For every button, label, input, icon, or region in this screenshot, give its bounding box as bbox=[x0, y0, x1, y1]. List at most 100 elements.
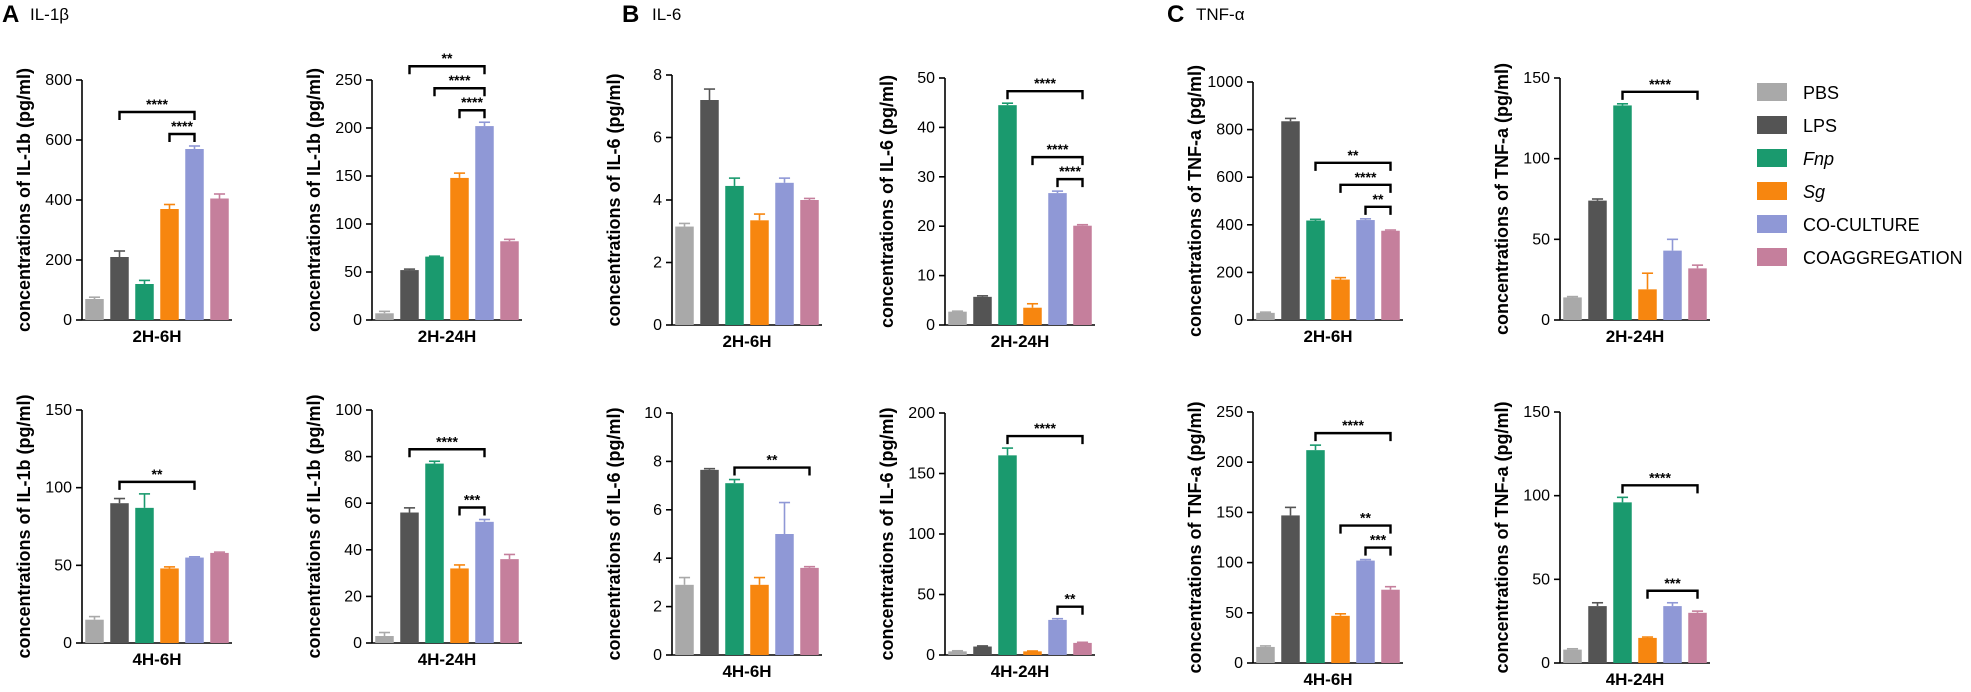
legend-item-sg: Sg bbox=[1757, 182, 1825, 202]
bar-fnp bbox=[1306, 450, 1325, 663]
significance-label: **** bbox=[146, 96, 168, 112]
significance-label: **** bbox=[1034, 420, 1056, 436]
significance-label: **** bbox=[436, 433, 458, 449]
bar-pbs bbox=[1256, 646, 1275, 663]
bar-sg bbox=[450, 568, 469, 643]
significance-label: **** bbox=[1355, 169, 1377, 185]
chart-b-4h-6h: 0 2 4 6 8 10 concentrations of IL-6 (pg/ml) 4H-… bbox=[604, 405, 822, 681]
bar-co-culture bbox=[775, 534, 794, 655]
significance-label: **** bbox=[1059, 163, 1081, 179]
y-axis-label: concentrations of IL-1b (pg/ml) bbox=[14, 68, 34, 332]
significance-bracket bbox=[1314, 161, 1392, 171]
x-axis-label: 2H-24H bbox=[991, 332, 1050, 351]
y-axis-label: concentrations of IL-1b (pg/ml) bbox=[304, 68, 324, 332]
y-axis-label: concentrations of IL-6 (pg/ml) bbox=[604, 73, 624, 326]
y-tick-label: 600 bbox=[1216, 169, 1243, 186]
bar-fnp bbox=[135, 507, 154, 643]
y-tick-label: 0 bbox=[353, 635, 362, 652]
significance-label: **** bbox=[1047, 141, 1069, 157]
bar-lps bbox=[1281, 515, 1300, 663]
y-tick-label: 200 bbox=[1216, 264, 1243, 281]
legend-item-pbs: PBS bbox=[1757, 83, 1839, 103]
significance-label: *** bbox=[1370, 532, 1387, 548]
bar-fnp bbox=[1613, 502, 1632, 663]
chart-a-2h-6h: 0 200 400 600 800 concentrations of IL-1b (pg… bbox=[14, 68, 232, 346]
bar-sg bbox=[750, 584, 769, 655]
legend-label: PBS bbox=[1803, 83, 1839, 103]
significance-bracket bbox=[1006, 434, 1084, 445]
bar-co-culture bbox=[1048, 193, 1067, 325]
bar-co-culture bbox=[1356, 560, 1375, 663]
legend-label: CO-CULTURE bbox=[1803, 215, 1920, 235]
bar-fnp bbox=[725, 185, 744, 325]
bar-fnp bbox=[425, 463, 444, 643]
bar-pbs bbox=[85, 299, 104, 320]
y-tick-label: 0 bbox=[63, 635, 72, 652]
significance-label: **** bbox=[1342, 417, 1364, 433]
y-tick-label: 200 bbox=[908, 405, 935, 422]
significance-label: ** bbox=[1348, 147, 1359, 163]
bar-sg bbox=[1638, 637, 1657, 663]
bar-sg bbox=[1023, 651, 1042, 655]
y-tick-label: 50 bbox=[344, 264, 362, 281]
bar-fnp bbox=[725, 483, 744, 655]
bar-sg bbox=[750, 220, 769, 325]
y-tick-label: 0 bbox=[63, 312, 72, 329]
bar-pbs bbox=[1563, 649, 1582, 663]
significance-bracket bbox=[1364, 546, 1392, 556]
x-axis-label: 4H-6H bbox=[132, 650, 181, 669]
y-tick-label: 10 bbox=[644, 405, 662, 422]
significance-label: **** bbox=[1034, 75, 1056, 91]
y-tick-label: 0 bbox=[1541, 312, 1550, 329]
significance-bracket bbox=[1056, 605, 1084, 615]
chart-c-2h-24h: 0 50 100 150 concentrations of TNF-a (pg/ml)… bbox=[1492, 63, 1710, 346]
bar-lps bbox=[110, 257, 129, 320]
y-tick-label: 150 bbox=[1523, 404, 1550, 421]
y-tick-label: 50 bbox=[54, 557, 72, 574]
panel-title-c: TNF-α bbox=[1196, 5, 1245, 24]
bar-sg bbox=[1331, 615, 1350, 663]
legend-swatch bbox=[1757, 149, 1787, 167]
bar-coaggregation bbox=[1381, 589, 1400, 663]
legend-item-coaggregation: COAGGREGATION bbox=[1757, 248, 1963, 268]
bar-co-culture bbox=[1663, 606, 1682, 663]
y-tick-label: 0 bbox=[926, 317, 935, 334]
y-axis-label: concentrations of IL-1b (pg/ml) bbox=[14, 394, 34, 658]
y-axis-label: concentrations of IL-6 (pg/ml) bbox=[877, 407, 897, 660]
bar-coaggregation bbox=[1073, 642, 1092, 655]
significance-bracket bbox=[408, 65, 486, 75]
bar-co-culture bbox=[1663, 250, 1682, 320]
y-tick-label: 4 bbox=[653, 192, 662, 209]
bar-coaggregation bbox=[800, 567, 819, 655]
bar-pbs bbox=[948, 311, 967, 325]
significance-bracket bbox=[1006, 89, 1084, 100]
panel-title-b: IL-6 bbox=[652, 5, 681, 24]
legend-label: Sg bbox=[1803, 182, 1825, 202]
y-tick-label: 150 bbox=[1216, 504, 1243, 521]
significance-label: ** bbox=[442, 50, 453, 66]
bar-sg bbox=[1331, 279, 1350, 320]
significance-label: ** bbox=[152, 466, 163, 482]
chart-a-4h-6h: 0 50 100 150 concentrations of IL-1b (pg/ml)… bbox=[14, 394, 232, 669]
bar-coaggregation bbox=[1688, 268, 1707, 320]
bar-pbs bbox=[948, 651, 967, 655]
y-tick-label: 0 bbox=[926, 647, 935, 664]
bar-lps bbox=[110, 503, 129, 643]
bar-pbs bbox=[1563, 297, 1582, 320]
chart-b-2h-24h: 0 10 20 30 40 50 concentrations of IL-6 (pg/ml… bbox=[877, 70, 1095, 351]
y-tick-label: 100 bbox=[1523, 488, 1550, 505]
bar-lps bbox=[973, 646, 992, 655]
legend-swatch bbox=[1757, 215, 1787, 233]
y-tick-label: 200 bbox=[45, 252, 72, 269]
y-tick-label: 50 bbox=[1225, 605, 1243, 622]
significance-bracket bbox=[733, 466, 811, 476]
y-tick-label: 10 bbox=[917, 268, 935, 285]
bar-co-culture bbox=[475, 126, 494, 320]
bar-lps bbox=[400, 512, 419, 643]
significance-bracket bbox=[1621, 90, 1699, 100]
x-axis-label: 4H-6H bbox=[722, 662, 771, 681]
bar-lps bbox=[1588, 606, 1607, 663]
y-tick-label: 50 bbox=[1532, 571, 1550, 588]
legend: PBS LPS Fnp Sg CO-CULTURE COAGGREGATION bbox=[1757, 83, 1963, 268]
legend-item-fnp: Fnp bbox=[1757, 149, 1834, 169]
